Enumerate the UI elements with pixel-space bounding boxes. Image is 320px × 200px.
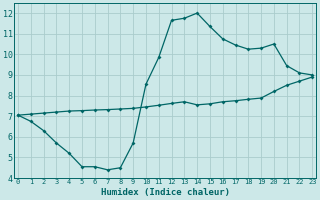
X-axis label: Humidex (Indice chaleur): Humidex (Indice chaleur)	[101, 188, 230, 197]
